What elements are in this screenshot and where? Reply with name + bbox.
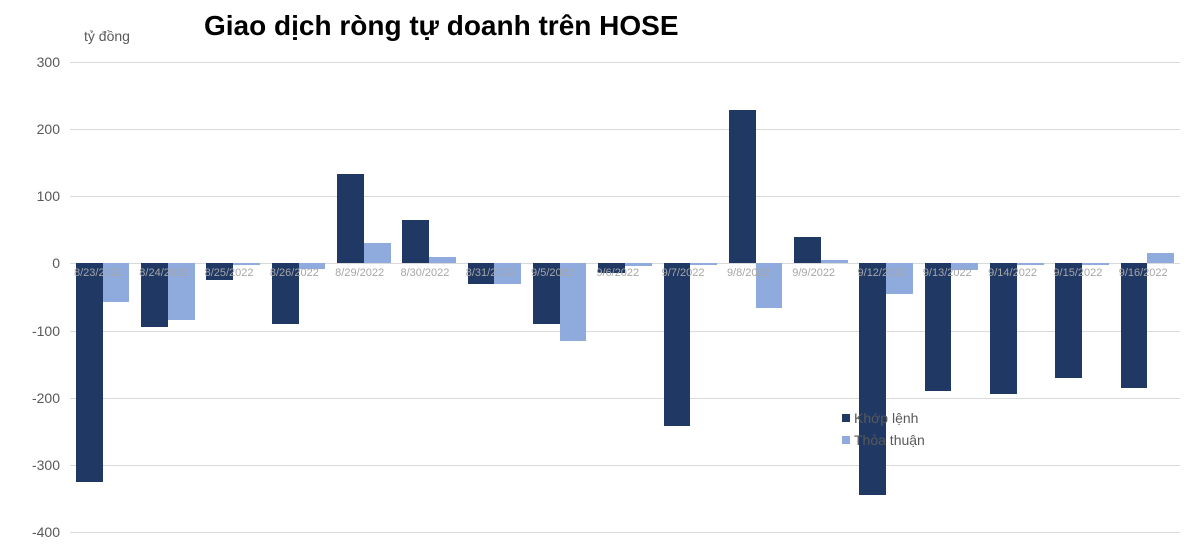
legend: Khớp lệnh Thỏa thuận [842,410,925,448]
x-tick-label: 9/6/2022 [596,267,639,279]
gridline [70,129,1180,130]
y-tick-label: -300 [32,457,70,473]
x-tick-label: 8/29/2022 [335,267,384,279]
y-tick-label: 200 [37,121,70,137]
x-tick-label: 9/8/2022 [727,267,770,279]
x-tick-label: 8/25/2022 [205,267,254,279]
plot-area: -400-300-200-10001002003008/23/20228/24/… [70,62,1180,532]
bar [364,243,391,263]
gridline [70,532,1180,533]
legend-swatch [842,436,850,444]
bar [1121,263,1148,387]
bar [1017,263,1044,265]
bar [821,260,848,263]
bar [664,263,691,425]
legend-label: Khớp lệnh [854,410,918,426]
y-tick-label: -100 [32,323,70,339]
bar [859,263,886,495]
x-tick-label: 9/9/2022 [792,267,835,279]
x-tick-label: 9/5/2022 [531,267,574,279]
bar [1147,253,1174,263]
y-tick-label: -200 [32,390,70,406]
bar [925,263,952,391]
bar [402,220,429,264]
x-tick-label: 8/24/2022 [139,267,188,279]
bar [794,237,821,264]
bar [337,174,364,263]
x-tick-label: 8/23/2022 [74,267,123,279]
y-tick-label: -400 [32,524,70,540]
bar [690,263,717,264]
legend-item: Khớp lệnh [842,410,925,426]
bar [429,257,456,264]
legend-label: Thỏa thuận [854,432,925,448]
y-axis-unit-label: tỷ đồng [84,28,130,44]
x-tick-label: 9/13/2022 [923,267,972,279]
bar [76,263,103,481]
chart-title: Giao dịch ròng tự doanh trên HOSE [204,10,679,42]
gridline [70,62,1180,63]
gridline [70,196,1180,197]
bar [625,263,652,266]
x-tick-label: 9/14/2022 [988,267,1037,279]
bar [1055,263,1082,377]
x-tick-label: 9/12/2022 [858,267,907,279]
legend-item: Thỏa thuận [842,432,925,448]
bar [990,263,1017,394]
y-tick-label: 100 [37,188,70,204]
bar [1082,263,1109,265]
x-tick-label: 9/15/2022 [1053,267,1102,279]
y-tick-label: 0 [52,255,70,271]
x-tick-label: 9/16/2022 [1119,267,1168,279]
bar [729,110,756,263]
x-tick-label: 8/26/2022 [270,267,319,279]
gridline [70,398,1180,399]
gridline [70,465,1180,466]
bar [233,263,260,265]
x-tick-label: 8/31/2022 [466,267,515,279]
legend-swatch [842,414,850,422]
x-tick-label: 8/30/2022 [400,267,449,279]
y-tick-label: 300 [37,54,70,70]
x-tick-label: 9/7/2022 [662,267,705,279]
